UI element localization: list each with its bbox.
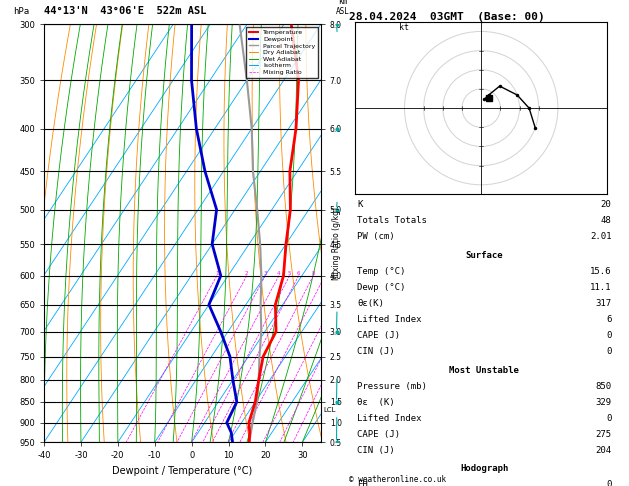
Text: LCL: LCL: [323, 407, 336, 414]
Text: 6: 6: [606, 315, 611, 324]
Text: θε  (K): θε (K): [357, 398, 395, 407]
Text: Surface: Surface: [465, 251, 503, 260]
Text: 44°13'N  43°06'E  522m ASL: 44°13'N 43°06'E 522m ASL: [44, 6, 206, 16]
Text: 5: 5: [288, 271, 291, 276]
Text: 204: 204: [595, 446, 611, 455]
Text: 48: 48: [601, 216, 611, 226]
Text: © weatheronline.co.uk: © weatheronline.co.uk: [349, 474, 446, 484]
Text: 2: 2: [245, 271, 248, 276]
Text: K: K: [357, 200, 362, 209]
Text: CIN (J): CIN (J): [357, 446, 395, 455]
Text: 20: 20: [601, 200, 611, 209]
Text: θε(K): θε(K): [357, 299, 384, 308]
Text: Temp (°C): Temp (°C): [357, 267, 406, 276]
Text: Totals Totals: Totals Totals: [357, 216, 427, 226]
Text: kt: kt: [399, 22, 409, 32]
Legend: Temperature, Dewpoint, Parcel Trajectory, Dry Adiabat, Wet Adiabat, Isotherm, Mi: Temperature, Dewpoint, Parcel Trajectory…: [246, 27, 318, 78]
Text: PW (cm): PW (cm): [357, 232, 395, 242]
Text: 0: 0: [606, 347, 611, 356]
Text: 4: 4: [277, 271, 281, 276]
Text: hPa: hPa: [14, 7, 30, 16]
Text: 850: 850: [595, 382, 611, 391]
Text: EH: EH: [357, 480, 368, 486]
Text: Most Unstable: Most Unstable: [449, 365, 520, 375]
Text: CAPE (J): CAPE (J): [357, 331, 400, 340]
X-axis label: Dewpoint / Temperature (°C): Dewpoint / Temperature (°C): [113, 466, 252, 476]
Text: 28.04.2024  03GMT  (Base: 00): 28.04.2024 03GMT (Base: 00): [349, 12, 545, 22]
Text: 0: 0: [606, 331, 611, 340]
Text: Lifted Index: Lifted Index: [357, 315, 421, 324]
Text: Dewp (°C): Dewp (°C): [357, 283, 406, 292]
Text: 6: 6: [297, 271, 301, 276]
Text: 275: 275: [595, 430, 611, 439]
Text: 0: 0: [606, 414, 611, 423]
Text: Pressure (mb): Pressure (mb): [357, 382, 427, 391]
Text: Hodograph: Hodograph: [460, 464, 508, 473]
Text: Lifted Index: Lifted Index: [357, 414, 421, 423]
Text: 1: 1: [215, 271, 219, 276]
Text: 15.6: 15.6: [590, 267, 611, 276]
Text: 8: 8: [311, 271, 315, 276]
Text: 0: 0: [606, 480, 611, 486]
Text: CIN (J): CIN (J): [357, 347, 395, 356]
Text: 11.1: 11.1: [590, 283, 611, 292]
Text: 3: 3: [264, 271, 267, 276]
Text: CAPE (J): CAPE (J): [357, 430, 400, 439]
Text: 329: 329: [595, 398, 611, 407]
Text: 2.01: 2.01: [590, 232, 611, 242]
Text: 317: 317: [595, 299, 611, 308]
Text: km
ASL: km ASL: [336, 0, 350, 16]
Text: Mixing Ratio (g/kg): Mixing Ratio (g/kg): [332, 207, 341, 279]
